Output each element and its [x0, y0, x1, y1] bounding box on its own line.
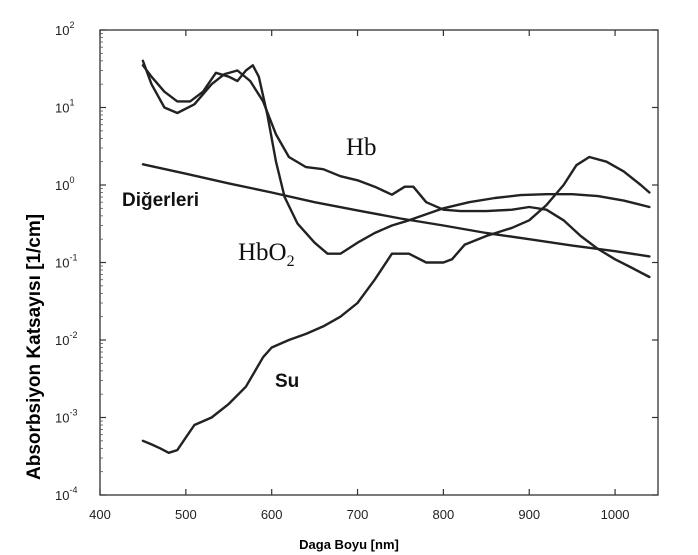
- y-tick-label: 10-1: [55, 253, 77, 271]
- hb-label: Hb: [346, 134, 377, 161]
- y-tick-label: 10-4: [55, 485, 77, 503]
- y-tick-label: 102: [55, 20, 74, 38]
- y-tick-base: 10: [55, 488, 69, 503]
- x-tick-label: 700: [347, 507, 369, 522]
- hbo2-label-subscript: 2: [287, 253, 295, 270]
- y-tick-label: 100: [55, 175, 74, 193]
- other-label: Diğerleri: [122, 190, 199, 211]
- x-tick-label: 600: [261, 507, 283, 522]
- x-axis-ticks: 400 500 600 700 800 900 1000: [89, 30, 630, 522]
- x-tick-label: 400: [89, 507, 111, 522]
- series-curves: [141, 59, 651, 454]
- y-tick-exponent: 2: [69, 20, 74, 30]
- x-axis-label: Daga Boyu [nm]: [299, 537, 399, 552]
- series-line-hb: [141, 59, 651, 279]
- y-tick-exponent: -4: [69, 485, 77, 495]
- y-axis-label: Absorbsiyon Katsayısı [1/cm]: [24, 214, 45, 480]
- water-label: Su: [275, 371, 299, 392]
- y-tick-exponent: 0: [69, 175, 74, 185]
- y-tick-label: 101: [55, 98, 74, 116]
- hbo2-label: HbO2: [238, 239, 295, 270]
- series-line-water: [141, 155, 651, 454]
- x-tick-label: 900: [518, 507, 540, 522]
- y-tick-exponent: -1: [69, 253, 77, 263]
- y-tick-exponent: 1: [69, 98, 74, 108]
- y-tick-base: 10: [55, 178, 69, 193]
- series-line-hbo2: [141, 64, 651, 255]
- x-tick-label: 1000: [601, 507, 630, 522]
- x-tick-label: 500: [175, 507, 197, 522]
- y-tick-base: 10: [55, 256, 69, 271]
- y-tick-exponent: -3: [69, 408, 77, 418]
- y-tick-base: 10: [55, 23, 69, 38]
- x-tick-label: 800: [433, 507, 455, 522]
- plot-frame: [99, 29, 659, 496]
- y-tick-label: 10-2: [55, 330, 77, 348]
- y-tick-base: 10: [55, 411, 69, 426]
- series-line-other: [141, 163, 651, 258]
- y-tick-base: 10: [55, 333, 69, 348]
- y-tick-label: 10-3: [55, 408, 77, 426]
- hbo2-label-base: HbO: [238, 239, 287, 266]
- y-tick-exponent: -2: [69, 330, 77, 340]
- y-tick-base: 10: [55, 101, 69, 116]
